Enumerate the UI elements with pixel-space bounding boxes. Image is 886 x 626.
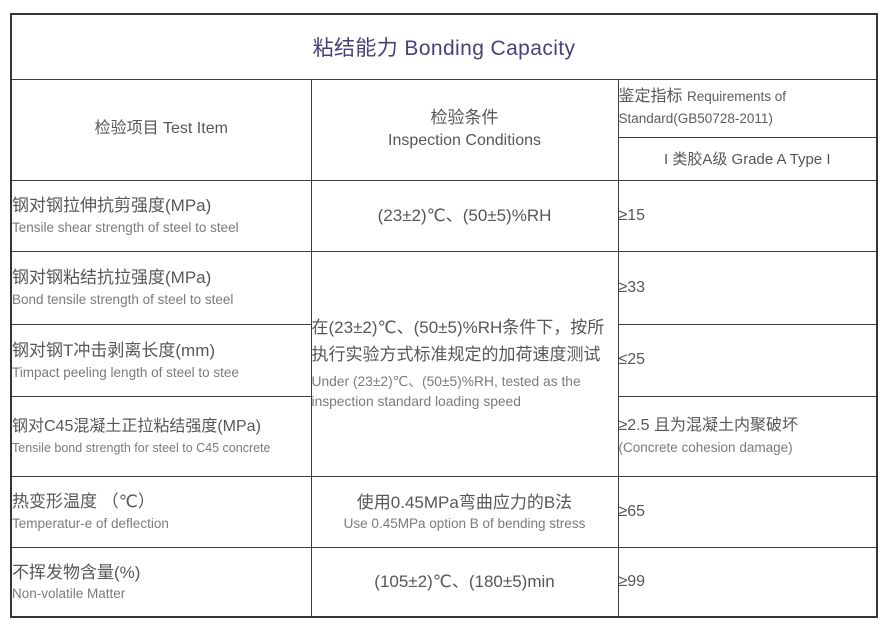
test-item-cell: 钢对钢粘结抗拉强度(MPa) Bond tensile strength of … xyxy=(10,250,312,325)
test-item-zh: 不挥发物含量(%) xyxy=(12,562,141,582)
test-item-cell: 钢对钢T冲击剥离长度(mm) Timpact peeling length of… xyxy=(10,323,312,397)
header-test-item: 检验项目 Test Item xyxy=(10,78,312,181)
requirement-value-cell: ≥15 xyxy=(617,179,878,252)
table-row: 不挥发物含量(%) Non-volatile Matter (105±2)℃、(… xyxy=(10,546,878,618)
header-requirements-en: Requirements of Standard(GB50728-2011) xyxy=(618,89,787,126)
requirement-value-cell: ≥33 xyxy=(617,250,878,325)
table-row: 热变形温度 （℃） Temperatur-e of deflection 使用0… xyxy=(10,475,878,548)
test-item-zh: 钢对C45混凝土正拉粘结强度(MPa) xyxy=(12,418,261,436)
table-row: 钢对C45混凝土正拉粘结强度(MPa) Tensile bond strengt… xyxy=(10,395,878,477)
header-grade: I 类胶A级 Grade A Type I xyxy=(617,136,878,181)
test-item-zh: 钢对钢粘结抗拉强度(MPa) xyxy=(12,268,212,288)
table-row: 钢对钢拉伸抗剪强度(MPa) Tensile shear strength of… xyxy=(10,179,878,252)
requirement-value: ≤25 xyxy=(618,351,646,369)
condition-cell: 使用0.45MPa弯曲应力的B法 Use 0.45MPa option B of… xyxy=(310,475,619,548)
table-title-text: 粘结能力 Bonding Capacity xyxy=(312,36,576,60)
test-item-en: Bond tensile strength of steel to steel xyxy=(12,292,234,308)
header-test-item-label: 检验项目 Test Item xyxy=(94,120,228,138)
test-item-en: Tensile shear strength of steel to steel xyxy=(12,220,239,236)
requirement-value: ≥33 xyxy=(618,278,646,296)
requirement-value: ≥15 xyxy=(618,206,646,224)
test-item-en: Temperatur-e of deflection xyxy=(12,516,169,532)
requirement-value: ≥99 xyxy=(618,572,646,590)
requirement-value: ≥65 xyxy=(618,502,646,520)
requirement-value-cell: ≥99 xyxy=(617,546,878,618)
test-item-en: Timpact peeling length of steel to stee xyxy=(12,364,239,380)
condition-cell: (23±2)℃、(50±5)%RH xyxy=(310,179,619,252)
merged-condition-zh: 在(23±2)℃、(50±5)%RH条件下，按所执行实验方式标准规定的加荷速度测… xyxy=(311,318,605,365)
test-item-en: Tensile bond strength for steel to C45 c… xyxy=(12,440,271,455)
condition-zh: 使用0.45MPa弯曲应力的B法 xyxy=(356,492,573,512)
condition-cell: (105±2)℃、(180±5)min xyxy=(310,546,619,618)
merged-condition-en: Under (23±2)℃、(50±5)%RH, tested as the i… xyxy=(311,373,581,410)
test-item-zh: 钢对钢拉伸抗剪强度(MPa) xyxy=(12,196,212,216)
test-item-en: Non-volatile Matter xyxy=(12,586,126,602)
test-item-cell: 钢对钢拉伸抗剪强度(MPa) Tensile shear strength of… xyxy=(10,179,312,252)
header-requirements: 鉴定指标 Requirements of Standard(GB50728-20… xyxy=(617,78,878,138)
header-grade-label: I 类胶A级 Grade A Type I xyxy=(664,151,831,168)
requirement-value: ≥2.5 且为混凝土内聚破坏 xyxy=(618,417,798,435)
merged-condition-cell: 在(23±2)℃、(50±5)%RH条件下，按所执行实验方式标准规定的加荷速度测… xyxy=(310,250,619,477)
header-requirements-zh: 鉴定指标 xyxy=(618,88,683,106)
header-inspection-conditions: 检验条件 Inspection Conditions xyxy=(310,78,619,181)
table-title: 粘结能力 Bonding Capacity xyxy=(10,13,878,80)
condition-text: (105±2)℃、(180±5)min xyxy=(374,571,555,591)
test-item-zh: 热变形温度 （℃） xyxy=(12,492,155,512)
requirement-value-cell: ≥65 xyxy=(617,475,878,548)
header-inspection-conditions-zh: 检验条件 xyxy=(430,108,499,128)
requirement-value-note: (Concrete cohesion damage) xyxy=(618,440,793,456)
table-row: 钢对钢T冲击剥离长度(mm) Timpact peeling length of… xyxy=(10,323,878,397)
condition-text: (23±2)℃、(50±5)%RH xyxy=(377,205,552,225)
table-row: 钢对钢粘结抗拉强度(MPa) Bond tensile strength of … xyxy=(10,250,878,477)
bonding-capacity-table: 粘结能力 Bonding Capacity 检验项目 Test Item 检验条… xyxy=(10,13,878,618)
header-inspection-conditions-en: Inspection Conditions xyxy=(388,132,541,150)
requirement-value-cell: ≥2.5 且为混凝土内聚破坏 (Concrete cohesion damage… xyxy=(617,395,878,477)
requirement-value-cell: ≤25 xyxy=(617,323,878,397)
test-item-cell: 钢对C45混凝土正拉粘结强度(MPa) Tensile bond strengt… xyxy=(10,395,312,477)
test-item-zh: 钢对钢T冲击剥离长度(mm) xyxy=(12,340,216,360)
test-item-cell: 不挥发物含量(%) Non-volatile Matter xyxy=(10,546,312,618)
condition-en: Use 0.45MPa option B of bending stress xyxy=(343,515,586,531)
test-item-cell: 热变形温度 （℃） Temperatur-e of deflection xyxy=(10,475,312,548)
